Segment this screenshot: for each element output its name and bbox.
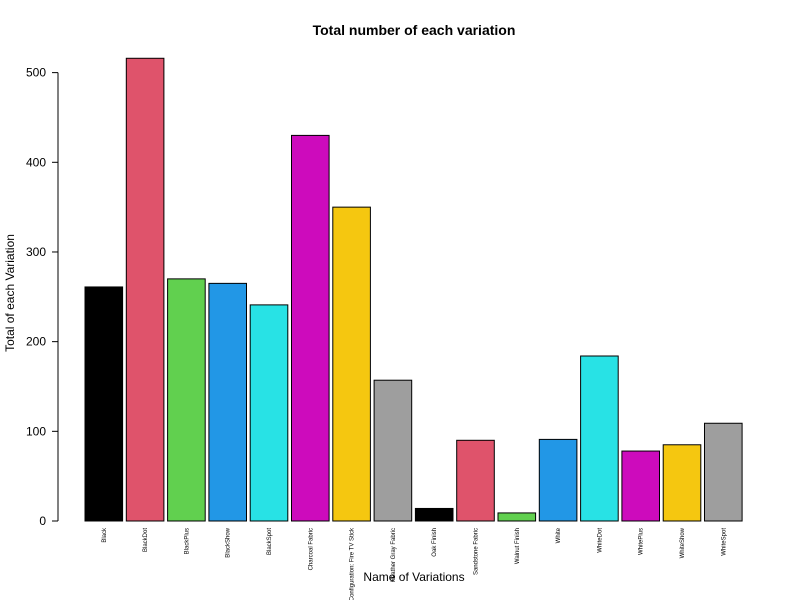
bar (456, 439, 495, 522)
x-tick-label: Configuration: Fire TV Stick (350, 527, 356, 600)
bar (84, 286, 124, 522)
x-tick-label: BlackShow (226, 527, 232, 557)
x-tick-label: Charcoal Fabric (308, 528, 314, 570)
y-axis-label: Total of each Variation (3, 234, 17, 352)
y-tick-label: 400 (26, 155, 46, 169)
x-tick-label: BlackDot (143, 528, 149, 552)
y-axis: 0 100 200 300 400 500 (26, 66, 59, 528)
bar (497, 512, 537, 522)
bars-group (84, 57, 743, 522)
x-tick-label: Black (102, 527, 108, 543)
x-tick-label: Oak Finish (432, 528, 438, 557)
x-tick-label: Heather Gray Fabric (391, 528, 397, 582)
y-tick-label: 100 (26, 424, 46, 438)
x-axis-label: Name of Variations (363, 570, 464, 584)
y-tick-label: 500 (26, 66, 46, 80)
x-tick-label: WhiteSpot (721, 528, 727, 556)
bar (291, 134, 330, 522)
x-tick-labels: Black BlackDot BlackPlus BlackShow BlackSpot… (102, 527, 727, 601)
bar (580, 355, 619, 522)
bar (208, 282, 247, 522)
bar (621, 450, 661, 522)
y-tick-label: 300 (26, 245, 46, 259)
bar (125, 57, 165, 522)
y-tick-label: 0 (39, 514, 46, 528)
x-tick-label: BlackPlus (184, 528, 190, 554)
bar (332, 206, 371, 522)
bar (373, 379, 413, 522)
bar (249, 304, 289, 522)
x-tick-label: WhitePlus (639, 528, 645, 555)
x-tick-label: Sandstone Fabric (474, 528, 480, 575)
bar (662, 444, 702, 522)
bar (538, 438, 578, 522)
bar (167, 278, 206, 522)
bar (704, 422, 743, 522)
x-tick-label: BlackSpot (267, 528, 273, 555)
x-tick-label: White (556, 527, 562, 543)
x-tick-label: WhiteDot (597, 528, 603, 553)
x-tick-label: Walnut Finish (515, 528, 521, 564)
bar (414, 507, 454, 522)
x-tick-label: WhiteShow (680, 527, 686, 558)
y-tick-label: 200 (26, 335, 46, 349)
chart-title: Total number of each variation (313, 22, 516, 38)
